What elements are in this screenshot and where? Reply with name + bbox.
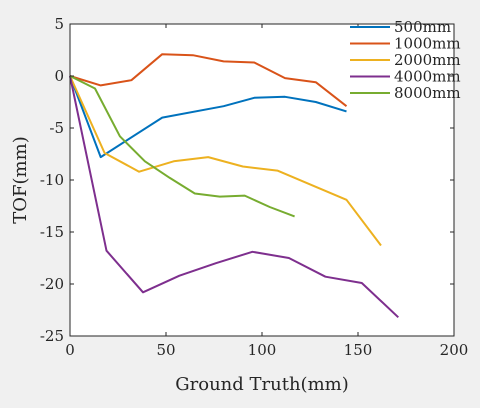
x-tick-label: 200 (440, 341, 469, 359)
x-tick-label: 150 (344, 341, 373, 359)
series-line-4000mm (69, 75, 399, 319)
x-axis-title: Ground Truth(mm) (175, 374, 348, 395)
x-tick-label: 100 (248, 341, 277, 359)
legend-label: 8000mm (394, 84, 461, 102)
series-line-1000mm (69, 53, 348, 107)
series-line-2000mm (69, 75, 382, 247)
y-tick-label: -10 (40, 171, 64, 189)
y-tick-label: -20 (40, 275, 64, 293)
x-tick-label: 50 (156, 341, 175, 359)
series-layer (69, 53, 399, 319)
legend-label: 1000mm (394, 35, 461, 53)
series-line-500mm (69, 75, 347, 159)
x-tick-label: 0 (65, 341, 75, 359)
y-tick-label: 0 (54, 67, 64, 85)
legend-label: 500mm (394, 18, 451, 36)
y-axis-title: TOF(mm) (10, 136, 31, 223)
y-tick-label: -15 (40, 223, 64, 241)
y-tick-label: -25 (40, 327, 64, 345)
legend-label: 4000mm (394, 68, 461, 86)
series-line-8000mm (69, 75, 295, 218)
y-tick-label: 5 (54, 15, 64, 33)
legend-label: 2000mm (394, 51, 461, 69)
y-tick-label: -5 (49, 119, 64, 137)
